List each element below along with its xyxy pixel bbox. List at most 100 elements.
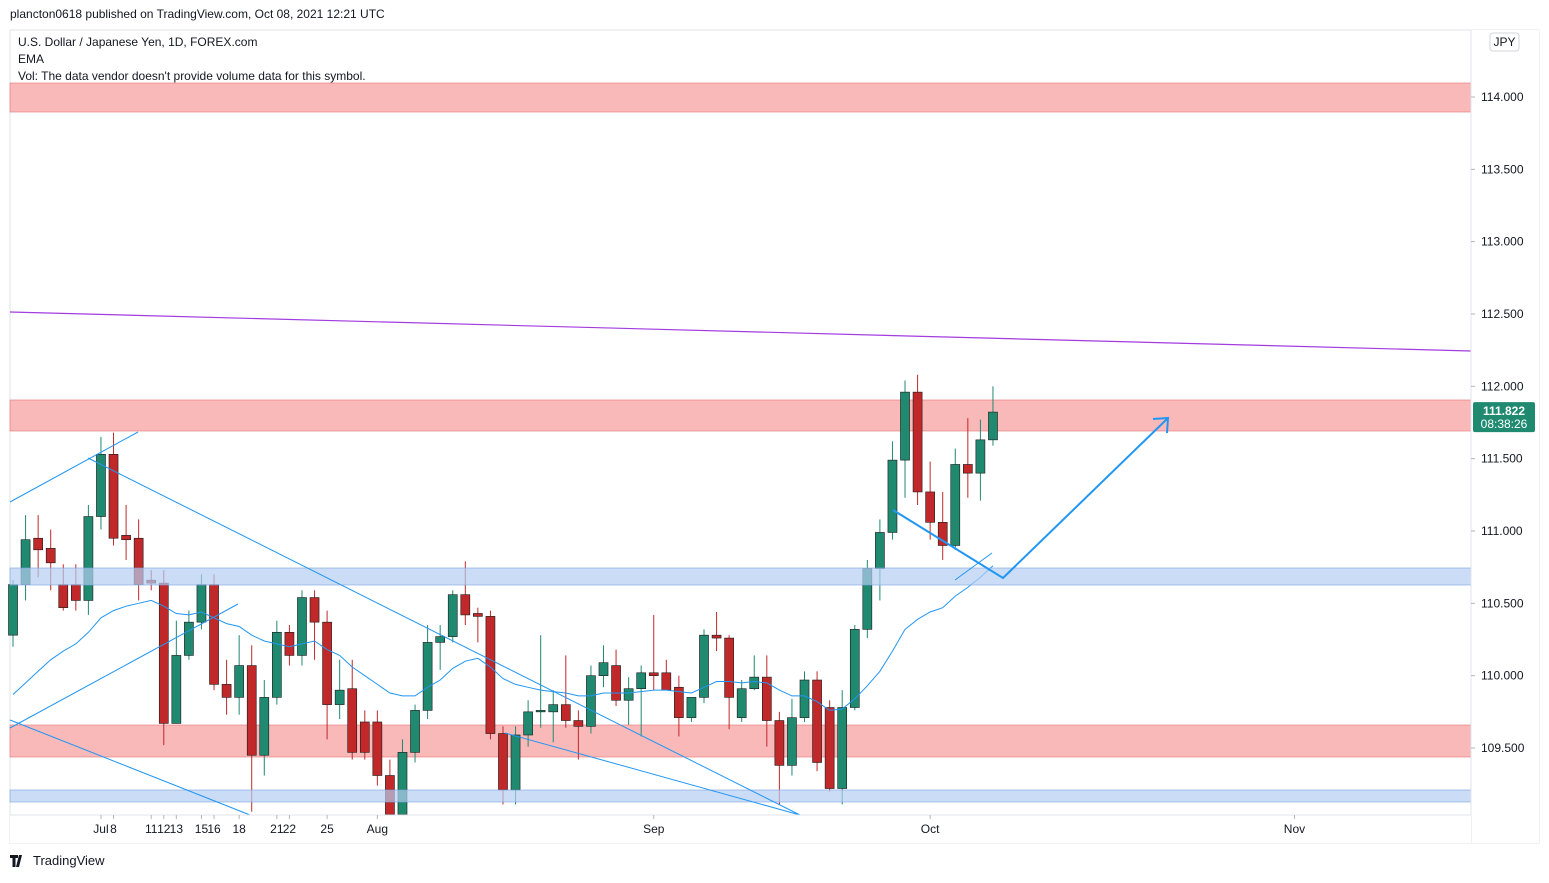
candle-body: [837, 707, 848, 789]
frame: [9, 29, 1540, 844]
time-axis: [10, 815, 1471, 843]
candle-body: [611, 665, 621, 701]
candle-body: [875, 532, 885, 569]
candle-body: [548, 704, 559, 713]
y-tick-label: 110.500: [1481, 596, 1524, 610]
x-tick-label: 16: [207, 822, 221, 836]
candle-body: [686, 697, 697, 718]
candle-body: [598, 662, 609, 676]
candle-body: [460, 594, 471, 616]
candle-body: [8, 584, 18, 636]
candle-body: [221, 684, 232, 698]
series: [8, 374, 998, 815]
trend-line: [9, 603, 239, 729]
x-tick-label: 8: [110, 822, 117, 836]
last-price: 111.822: [1483, 404, 1525, 418]
footer: TradingView: [33, 853, 105, 868]
zones: [9, 82, 1472, 758]
support-zone: [9, 567, 1472, 586]
candle-body: [297, 597, 307, 656]
candle-body: [900, 391, 910, 461]
candle-body: [912, 391, 923, 493]
x-tick-label: 18: [232, 822, 246, 836]
ema-line: [12, 565, 994, 711]
y-tick-label: 114.000: [1481, 90, 1524, 104]
candle-body: [699, 634, 709, 698]
candle-body: [246, 665, 257, 756]
legend-volume: Vol: The data vendor doesn't provide vol…: [18, 69, 366, 83]
candle-body: [372, 721, 383, 776]
footer-logo: TradingView: [10, 853, 105, 868]
candle-body: [498, 733, 508, 791]
candle-body: [196, 584, 207, 623]
candle-body: [950, 464, 961, 546]
candle-body: [422, 642, 433, 711]
x-tick-label: 22: [283, 822, 297, 836]
candle-body: [309, 597, 320, 623]
currency[interactable]: JPY: [1493, 35, 1515, 49]
trend-line: [504, 732, 801, 816]
candle-body: [661, 672, 672, 691]
candle-body: [535, 710, 546, 713]
candle-body: [560, 704, 571, 721]
countdown: 08:38:26: [1481, 417, 1528, 431]
candle-body: [71, 584, 81, 601]
arrow-head: [1152, 416, 1170, 434]
candle-body: [96, 454, 106, 517]
candle-body: [787, 717, 797, 766]
resistance-zone: [9, 399, 1472, 432]
candle-body: [334, 689, 345, 705]
x-tick-label: 11: [145, 822, 158, 836]
candle-body: [473, 613, 483, 617]
blue-zones: [9, 567, 1472, 803]
legend-symbol: U.S. Dollar / Japanese Yen, 1D, FOREX.co…: [18, 35, 257, 49]
last-price-box: [1473, 402, 1535, 433]
candle-body: [397, 752, 408, 815]
candle-body: [33, 537, 43, 551]
candle-body: [975, 439, 986, 474]
trend-line: [9, 431, 139, 503]
candle-body: [447, 594, 458, 637]
x-tick-label: 12: [157, 822, 171, 836]
candle-body: [322, 621, 332, 705]
candle-body: [108, 454, 119, 539]
currency-badge[interactable]: [1489, 32, 1520, 52]
candle-body: [184, 621, 194, 656]
legend-ema: EMA: [18, 52, 44, 66]
price-axis: [1471, 30, 1539, 843]
candle-body: [736, 688, 747, 718]
candle-body: [648, 672, 659, 676]
candle-body: [410, 710, 420, 753]
axis-cover: [1472, 816, 1539, 843]
candle-body: [749, 676, 760, 689]
y-tick-label: 113.000: [1481, 235, 1524, 249]
y-tick-label: 112.000: [1481, 379, 1524, 393]
candle-body: [586, 675, 596, 727]
support-zone: [9, 789, 1472, 803]
candle-body: [121, 535, 131, 540]
drawings: [9, 311, 1472, 816]
y-tick-label: 110.000: [1481, 669, 1524, 683]
arrow: [892, 417, 1169, 580]
trend-line: [9, 719, 251, 816]
candle-body: [359, 721, 370, 753]
candle-body: [963, 464, 973, 474]
candle-body: [887, 459, 898, 533]
candle-body: [209, 584, 219, 685]
candle-body: [284, 631, 295, 656]
support-zone: [9, 724, 1472, 758]
candle-body: [272, 631, 282, 698]
x-tick-label: 15: [195, 822, 209, 836]
x-tick-label: Aug: [367, 822, 388, 836]
x-tick-label: Nov: [1284, 822, 1305, 836]
candle-body: [674, 686, 684, 718]
y-tick-label: 111.500: [1481, 452, 1523, 466]
candle-body: [812, 679, 822, 763]
candle-body: [435, 636, 445, 643]
candle-body: [259, 697, 270, 756]
candle-body: [774, 720, 785, 766]
candle-body: [937, 522, 948, 546]
header: plancton0618 published on TradingView.co…: [10, 7, 385, 21]
